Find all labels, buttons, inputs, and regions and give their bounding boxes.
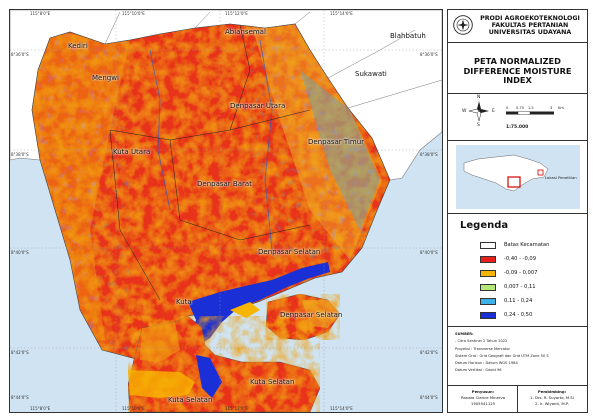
- place-label: Kuta: [176, 298, 192, 306]
- legend-label: 0,11 - 0,24: [504, 298, 533, 304]
- bottom-tick-1: 115°8'0"E: [30, 406, 51, 411]
- map-title-box: PETA NORMALIZED DIFFERENCE MOISTURE INDE…: [448, 43, 587, 94]
- scale-label-0: 0: [506, 106, 509, 110]
- legend-label: 0,24 - 0,50: [504, 312, 533, 318]
- institution-line-1: PRODI AGROEKOTEKNOLOGI: [480, 15, 580, 22]
- institution-header: PRODI AGROEKOTEKNOLOGI FAKULTAS PERTANIA…: [448, 10, 587, 43]
- bottom-tick-3: 115°12'0"E: [225, 406, 248, 411]
- right-tick-4: 8°42'0"S: [420, 350, 438, 355]
- legend-swatch: [480, 284, 496, 291]
- legend-title: Legenda: [460, 220, 509, 231]
- author-heading: Penyusun:: [471, 389, 495, 394]
- meta-line: Datum Vertikal : Geoid 96: [455, 368, 502, 372]
- bottom-tick-4: 115°14'0"E: [330, 406, 353, 411]
- map-title-line-2: DIFFERENCE MOISTURE INDEX: [463, 66, 572, 85]
- right-tick-3: 8°40'0"S: [420, 250, 438, 255]
- legend-swatch: [480, 242, 496, 249]
- top-tick-3: 115°12'0"E: [225, 11, 248, 16]
- meta-line: Proyeksi : Transverse Mercator: [455, 347, 510, 351]
- legend-label: -0,09 - 0,007: [504, 270, 538, 276]
- source-heading: SUMBER:: [455, 332, 474, 336]
- right-tick-5: 8°44'0"S: [420, 395, 438, 400]
- place-label: Kuta Utara: [113, 148, 151, 156]
- place-label: Sukawati: [355, 70, 387, 78]
- legend-swatch: [480, 256, 496, 263]
- institution-line-2: FAKULTAS PERTANIAN: [491, 22, 569, 29]
- north-arrow-icon: [468, 101, 489, 122]
- author-id: 1905541125: [470, 401, 496, 406]
- top-tick-4: 115°14'0"E: [330, 11, 353, 16]
- map-legend-panel: PRODI AGROEKOTEKNOLOGI FAKULTAS PERTANIA…: [447, 9, 588, 413]
- right-tick-2: 8°38'0"S: [420, 152, 438, 157]
- ndmi-map: [10, 10, 442, 412]
- scale-ratio: 1:75.000: [506, 125, 529, 130]
- scale-label-1: 0.75: [516, 106, 525, 110]
- meta-line: Datum Horizon : Datum WGS 1984: [455, 361, 518, 365]
- legend-swatch: [480, 312, 496, 319]
- left-tick-4: 8°42'0"S: [11, 350, 29, 355]
- meta-line: Sistem Grid : Grid Geografi dan Grid UTM…: [455, 354, 549, 358]
- place-label: Denpasar Barat: [197, 180, 252, 188]
- inset-map-box: Lokasi Penelitian: [448, 141, 587, 214]
- legend-swatch: [480, 298, 496, 305]
- legend-label: -0,40 - -0,09: [504, 256, 537, 262]
- place-label: Denpasar Selatan: [280, 311, 343, 319]
- scale-unit: Km: [558, 106, 564, 110]
- top-tick-1: 115°8'0"E: [30, 11, 51, 16]
- right-tick-1: 8°36'0"S: [420, 52, 438, 57]
- scale-label-3: 3: [550, 106, 553, 110]
- credits-divider: [517, 386, 518, 412]
- compass-s: S: [477, 123, 480, 128]
- author-name: Ranata Clarice Minerva: [460, 395, 506, 400]
- left-tick-5: 8°44'0"S: [11, 395, 29, 400]
- compass-w: W: [462, 109, 467, 114]
- legend-swatch: [480, 270, 496, 277]
- scale-label-2: 1.5: [528, 106, 534, 110]
- legend-label: 0,007 - 0,11: [504, 284, 536, 290]
- map-title-line-1: PETA NORMALIZED: [474, 56, 561, 66]
- place-label: Denpasar Timur: [308, 138, 365, 146]
- place-label: Denpasar Selatan: [258, 248, 321, 256]
- top-tick-2: 115°10'0"E: [122, 11, 145, 16]
- institution-line-3: UNIVERSITAS UDAYANA: [488, 29, 572, 36]
- meta-line: - Citra Sentinel 2 Tahun 2022: [455, 339, 508, 343]
- place-label: Mengwi: [92, 74, 119, 82]
- inset-legend-label: Lokasi Penelitian: [545, 175, 577, 180]
- advisor-heading: Pembimbing:: [537, 389, 567, 394]
- legend-label: Batas Kecamatan: [504, 242, 550, 248]
- compass-e: E: [492, 109, 495, 114]
- left-tick-3: 8°40'0"S: [11, 250, 29, 255]
- metadata-box: SUMBER: - Citra Sentinel 2 Tahun 2022 Pr…: [448, 327, 587, 386]
- credits-box: Penyusun: Ranata Clarice Minerva 1905541…: [448, 386, 587, 412]
- scale-box: N S E W 0 0.75 1.5 3 Km 1:75.000: [448, 94, 587, 141]
- place-label: Kuta Selatan: [250, 378, 295, 386]
- bottom-tick-2: 115°10'0"E: [122, 406, 145, 411]
- left-tick-2: 8°38'0"S: [11, 152, 29, 157]
- place-label: Kuta Selatan: [168, 396, 213, 404]
- place-label: Blahbatuh: [390, 32, 426, 40]
- scale-bar: [506, 111, 554, 115]
- legend-box: Legenda Batas Kecamatan -0,40 - -0,09 -0…: [448, 214, 587, 327]
- place-label: Kediri: [68, 42, 88, 50]
- advisor-1: 1. Drs. R. Suyarto, M.Si: [530, 395, 574, 400]
- compass-n: N: [477, 95, 481, 100]
- place-label: Abiansemal: [225, 28, 266, 36]
- place-label: Denpasar Utara: [230, 102, 286, 110]
- map-frame: 115°8'0"E 115°10'0"E 115°12'0"E 115°14'0…: [9, 9, 443, 413]
- advisor-2: 2. Ir. Wiyanti, M.P.: [535, 401, 569, 406]
- inset-map: [456, 145, 580, 209]
- left-tick-1: 8°36'0"S: [11, 52, 29, 57]
- university-logo-icon: [453, 15, 473, 35]
